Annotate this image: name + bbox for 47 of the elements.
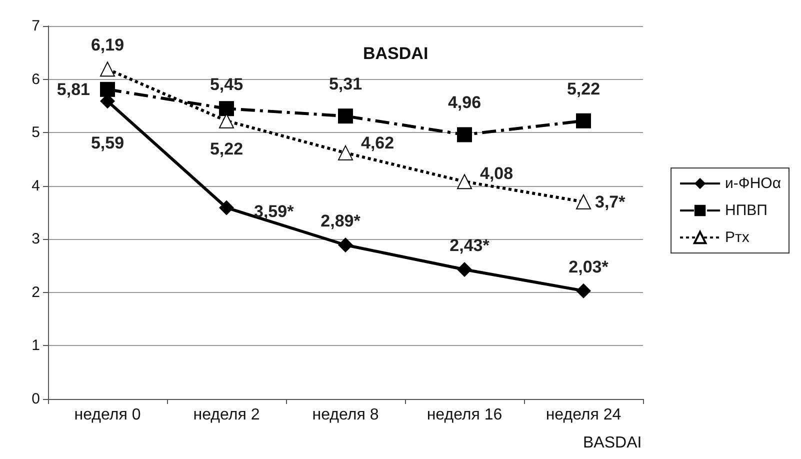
y-tick-label: 7 <box>32 18 40 34</box>
data-label: 5,81 <box>56 80 90 99</box>
point <box>576 283 591 298</box>
legend-label: Ртх <box>725 229 750 246</box>
data-label: 3,7* <box>595 192 626 212</box>
data-label: 4,96 <box>448 93 482 112</box>
point <box>576 194 591 210</box>
point <box>338 108 353 124</box>
data-label: 5,45 <box>210 75 244 94</box>
x-tick-label: неделя 16 <box>426 406 502 424</box>
data-label: 4,08 <box>480 164 514 184</box>
point <box>219 200 234 216</box>
x-tick-label: неделя 8 <box>312 406 379 424</box>
point <box>100 82 115 97</box>
data-label: 2,03* <box>568 257 609 276</box>
y-tick-label: 5 <box>32 124 40 142</box>
y-tick-label: 0 <box>32 390 40 408</box>
data-label: 2,89* <box>320 212 361 231</box>
y-tick-label: 2 <box>32 284 40 301</box>
point <box>338 238 353 253</box>
y-tick-label: 6 <box>32 70 40 88</box>
data-label: 2,43* <box>450 236 490 256</box>
y-tick-label: 1 <box>32 337 40 354</box>
point <box>219 101 234 116</box>
point <box>457 174 472 190</box>
data-label: 3,59* <box>254 202 294 222</box>
legend-label: и-ФНОα <box>725 175 782 192</box>
point <box>338 145 353 160</box>
x-tick-label: неделя 2 <box>193 406 260 424</box>
data-label: 5,31 <box>328 74 362 94</box>
point <box>219 113 234 128</box>
data-label: 5,22 <box>210 139 244 158</box>
x-axis-title: BASDAI <box>583 434 642 452</box>
point <box>457 127 472 142</box>
data-label: 4,62 <box>361 133 394 152</box>
data-label: 5,22 <box>566 79 600 98</box>
legend-label: НПВП <box>725 202 768 219</box>
y-tick-label: 4 <box>32 177 40 194</box>
y-tick-label: 3 <box>32 230 40 248</box>
point <box>100 62 115 77</box>
x-tick-label: неделя 24 <box>546 406 622 424</box>
point <box>576 113 591 128</box>
data-label: 5,59 <box>90 134 124 153</box>
text: BASDAI <box>363 44 428 63</box>
data-label: 6,19 <box>90 36 124 55</box>
point <box>457 262 472 278</box>
x-tick-label: неделя 0 <box>74 406 141 424</box>
